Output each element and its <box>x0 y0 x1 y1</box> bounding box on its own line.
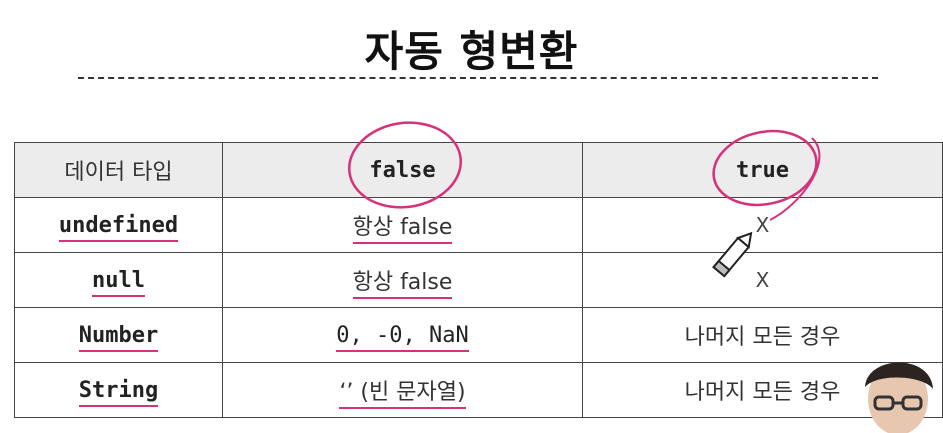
title-divider <box>78 77 878 79</box>
slide-title: 자동 형변환 <box>364 27 579 76</box>
truthy-cell: X <box>582 252 943 308</box>
falsy-cell: 항상 false <box>222 197 583 253</box>
presenter-avatar <box>865 362 933 433</box>
falsy-cell: 0, -0, NaN <box>222 307 583 363</box>
table-row: null 항상 false X <box>14 252 943 308</box>
type-cell: Number <box>14 307 223 363</box>
header-data-type: 데이터 타입 <box>14 142 223 198</box>
table-row: Number 0, -0, NaN 나머지 모든 경우 <box>14 307 943 363</box>
type-cell: String <box>14 362 223 418</box>
table-header-row: 데이터 타입 false true <box>14 142 943 198</box>
conversion-table: 데이터 타입 false true undefined 항상 false X n… <box>14 142 943 418</box>
handwritten-x: X <box>755 212 770 237</box>
type-cell: undefined <box>14 197 223 253</box>
falsy-cell: 항상 false <box>222 252 583 308</box>
type-cell: null <box>14 252 223 308</box>
table-row: undefined 항상 false X <box>14 197 943 253</box>
header-false: false <box>222 142 583 198</box>
falsy-cell: ‘’ (빈 문자열) <box>222 362 583 418</box>
handwritten-x: X <box>755 267 770 292</box>
truthy-cell: X <box>582 197 943 253</box>
table-row: String ‘’ (빈 문자열) 나머지 모든 경우 <box>14 362 943 418</box>
presenter-webcam <box>853 347 943 433</box>
header-true: true <box>582 142 943 198</box>
truthy-cell: 나머지 모든 경우 <box>582 307 943 363</box>
